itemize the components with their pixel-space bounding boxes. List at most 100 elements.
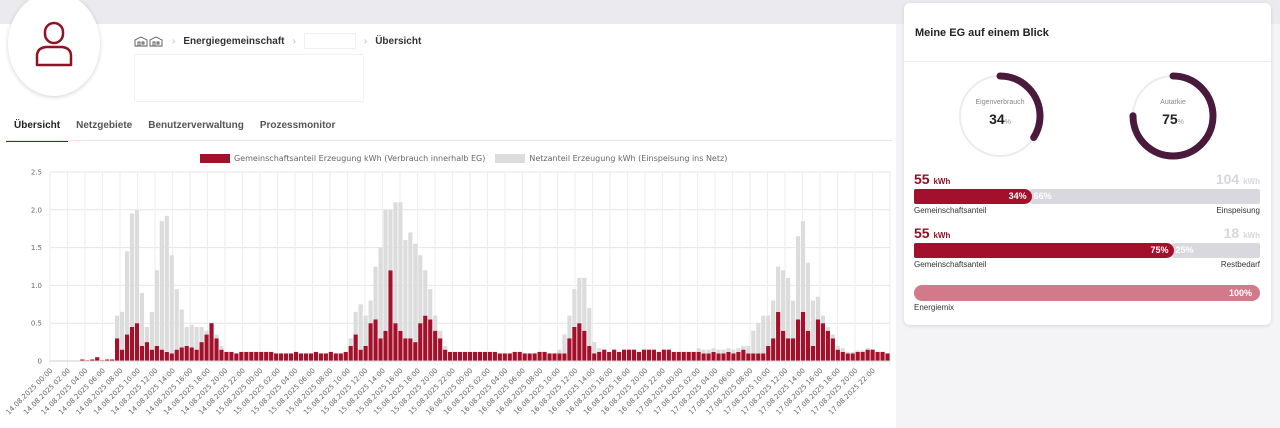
feedin-kwh: 104 kWh xyxy=(1216,171,1260,187)
bar-community xyxy=(333,353,338,361)
bar-community xyxy=(885,353,890,361)
bar-community xyxy=(766,345,771,361)
bar-community xyxy=(805,330,811,361)
y-tick-label: 1.0 xyxy=(31,282,42,290)
stat-einspeisung: 55 kWh 104 kWh 34% 66% Gemeinschaftsante… xyxy=(914,171,1260,218)
bar-grid xyxy=(761,315,766,354)
bar-grid xyxy=(751,330,756,354)
bar-grid xyxy=(443,345,448,350)
tab-prozessmonitor[interactable]: Prozessmonitor xyxy=(259,120,336,131)
tab-netzgebiete[interactable]: Netzgebiete xyxy=(76,120,133,131)
tab-divider xyxy=(6,140,892,141)
bar-community xyxy=(855,351,860,361)
bar-community xyxy=(164,351,169,361)
bar-grid xyxy=(214,334,219,339)
bar-community xyxy=(189,347,194,361)
breadcrumb-current: Übersicht xyxy=(375,35,422,47)
bar-community xyxy=(522,353,527,361)
bar-community xyxy=(865,349,870,361)
bar-community xyxy=(124,334,130,361)
bar-community xyxy=(328,351,333,361)
bar-community xyxy=(860,351,865,361)
bar-community xyxy=(676,351,681,361)
gauge-eigenverbrauch: Eigenverbrauch 34% xyxy=(955,71,1045,161)
bar-grid xyxy=(428,289,433,320)
tab-benutzerverwaltung[interactable]: Benutzerverwaltung xyxy=(148,120,244,131)
bar-community xyxy=(825,330,830,361)
bar-community xyxy=(572,326,577,361)
bar-grid xyxy=(815,296,821,320)
y-tick-label: 0 xyxy=(38,358,42,366)
bar-community xyxy=(795,319,801,361)
bar-community xyxy=(706,353,711,361)
legend-item-community[interactable]: Gemeinschaftsanteil Erzeugung kWh (Verbr… xyxy=(200,154,485,163)
bar-community xyxy=(169,353,174,361)
bar-grid xyxy=(592,342,597,354)
bar-community xyxy=(428,319,433,361)
bar-community xyxy=(467,351,473,361)
bar-community xyxy=(348,345,353,361)
bar-community xyxy=(562,353,567,361)
bar-grid xyxy=(800,221,806,312)
bar-community xyxy=(552,353,557,361)
bar-community xyxy=(313,351,319,361)
bar-grid xyxy=(194,326,199,350)
bar-community xyxy=(448,351,453,361)
bar-community xyxy=(477,351,483,361)
bar-community xyxy=(487,351,492,361)
bar-grid xyxy=(850,351,855,354)
tab-uebersicht[interactable]: Übersicht xyxy=(6,116,69,142)
bar-community xyxy=(587,345,592,361)
bar-community xyxy=(398,330,403,361)
bar-community xyxy=(383,330,388,361)
bar-grid xyxy=(403,240,408,339)
bar-grid xyxy=(373,266,378,320)
bar-community xyxy=(298,353,304,361)
home-icon[interactable] xyxy=(134,35,164,47)
chevron-right-icon: › xyxy=(292,35,296,47)
bar-community xyxy=(234,353,239,361)
bar-grid xyxy=(771,300,776,339)
stat-restbedarf: 55 kWh 18 kWh 75% 25% Gemeinschaftsantei… xyxy=(914,225,1260,272)
bar-community xyxy=(219,349,224,361)
gauge-value-autarkie: 75% xyxy=(1128,111,1218,127)
bar-grid xyxy=(756,323,761,354)
bar-grid xyxy=(825,326,830,331)
bar-grid xyxy=(562,334,567,354)
bar-community xyxy=(716,353,721,361)
bar-grid xyxy=(119,311,125,350)
bar-grid xyxy=(423,270,428,316)
legend-item-grid[interactable]: Netzanteil Erzeugung kWh (Einspeisung in… xyxy=(495,154,727,163)
restbedarf-label: Restbedarf xyxy=(1220,260,1260,269)
bar-grid xyxy=(716,349,721,354)
feedin-label: Einspeisung xyxy=(1216,206,1260,215)
bar-grid xyxy=(781,270,786,331)
bar-grid xyxy=(577,277,582,324)
bar-grid xyxy=(860,350,865,352)
bar-grid xyxy=(557,349,562,354)
bar-community xyxy=(368,323,373,361)
bar-grid xyxy=(766,315,771,346)
legend-label-community: Gemeinschaftsanteil Erzeugung kWh (Verbr… xyxy=(234,154,486,163)
bar-community xyxy=(323,353,328,361)
avatar[interactable] xyxy=(8,0,100,96)
bar-community xyxy=(438,338,443,361)
bar-grid xyxy=(124,251,130,335)
bar-grid xyxy=(438,330,443,339)
bar-community xyxy=(751,353,756,361)
bar-community xyxy=(741,349,746,361)
legend-label-grid: Netzanteil Erzeugung kWh (Einspeisung in… xyxy=(529,154,728,163)
restbedarf-bar-community: 75% xyxy=(914,243,1174,258)
bar-community xyxy=(557,353,562,361)
bar-community xyxy=(373,319,378,361)
breadcrumb-community-placeholder[interactable] xyxy=(303,33,356,49)
bar-community xyxy=(497,353,502,361)
bar-community xyxy=(696,351,701,361)
bar-grid xyxy=(383,209,388,331)
gauge-autarkie: Autarkie 75% xyxy=(1128,71,1218,161)
bar-grid xyxy=(572,289,577,327)
bar-community xyxy=(547,353,552,361)
bar-grid xyxy=(115,315,120,339)
bar-community xyxy=(626,349,632,361)
breadcrumb-section[interactable]: Energiegemeinschaft xyxy=(183,35,285,47)
